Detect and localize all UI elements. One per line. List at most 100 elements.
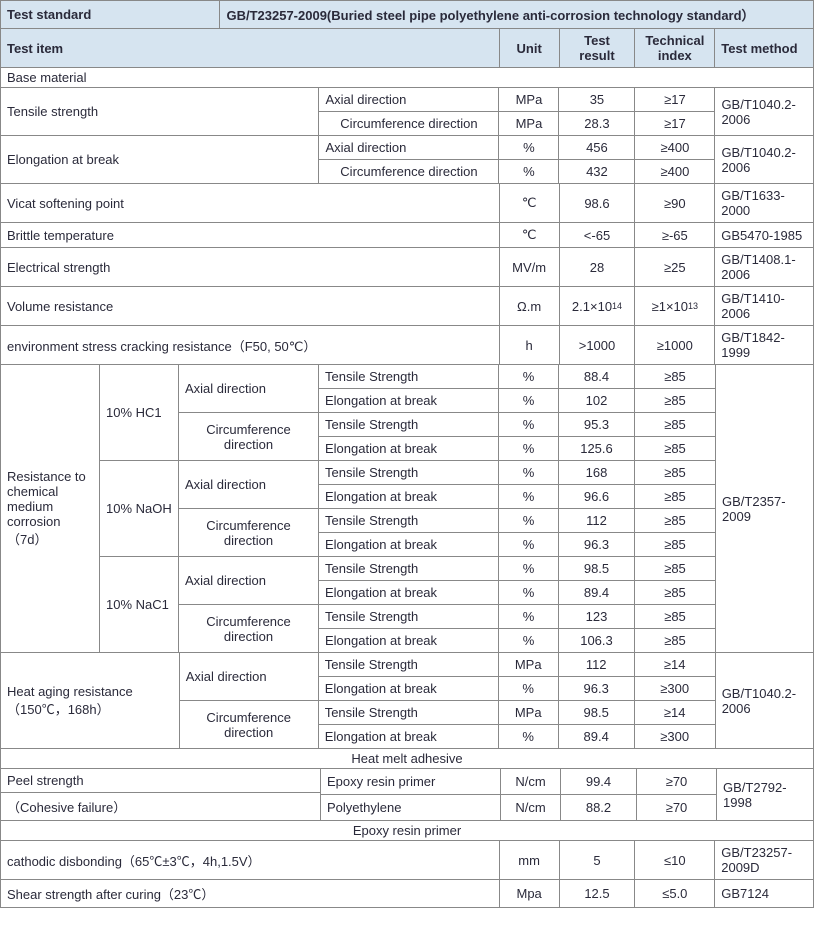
chem-2-circ: Circumference direction [179,605,319,652]
col-test-result: Test result [560,29,636,67]
col-unit: Unit [500,29,560,67]
heat-1-u: % [499,677,559,700]
chem-2-2-u: % [499,605,559,628]
vol-label: Volume resistance [1,287,500,325]
chem-0-0-prop: Tensile Strength [319,365,499,388]
ts-ci-idx: ≥17 [635,112,714,135]
peel-label: Peel strength [1,769,320,792]
el-axial: Axial direction [319,136,498,159]
chem-1-0-u: % [499,461,559,484]
ts-ci-unit: MPa [499,112,558,135]
elec-idx: ≥25 [635,248,715,286]
heat-label: Heat aging resistance（150℃，168h） [1,653,180,748]
vicat-unit: ℃ [500,184,560,222]
chem-0-1-u: % [499,389,559,412]
chem-1-1-u: % [499,485,559,508]
heat-3-i: ≥300 [635,725,715,748]
peel-r1: 88.2 [561,795,636,820]
heat-3-prop: Elongation at break [319,725,499,748]
el-circ: Circumference direction [319,160,498,183]
peel-mat-0: Epoxy resin primer [321,769,500,794]
heat-2-u: MPa [499,701,559,724]
chem-1-axial: Axial direction [179,461,319,508]
chem-1-0-r: 168 [559,461,635,484]
chem-1-3-u: % [499,533,559,556]
el-ci-res: 432 [559,160,634,183]
col-test-method: Test method [715,29,813,67]
ts-ax-res: 35 [559,88,634,111]
heat-2-prop: Tensile Strength [319,701,499,724]
chem-media-1: 10% NaOH [100,461,179,556]
chem-2-0-u: % [499,557,559,580]
heat-rows-container: Axial direction Tensile Strength MPa 112… [180,653,716,748]
chem-0-1-r: 102 [559,389,635,412]
ts-method: GB/T1040.2-2006 [715,88,813,135]
chem-0-0-u: % [499,365,559,388]
chem-2-2-i: ≥85 [635,605,715,628]
vicat-label: Vicat softening point [1,184,500,222]
brittle-method: GB5470-1985 [715,223,813,247]
cath-method: GB/T23257-2009D [715,841,813,879]
vol-unit: Ω.m [500,287,560,325]
chem-1-2-r: 112 [559,509,635,532]
chem-2-2-prop: Tensile Strength [319,605,499,628]
chem-0-3-prop: Elongation at break [319,437,499,460]
shear-idx: ≤5.0 [635,880,715,907]
ts-axial: Axial direction [319,88,498,111]
brittle-res: <-65 [560,223,636,247]
spec-table: Test standard GB/T23257-2009(Buried stee… [0,0,814,908]
chem-1-0-prop: Tensile Strength [319,461,499,484]
chem-1-3-prop: Elongation at break [319,533,499,556]
cath-idx: ≤10 [635,841,715,879]
chem-2-0-i: ≥85 [635,557,715,580]
vol-res: 2.1×1014 [560,287,636,325]
chem-0-2-i: ≥85 [635,413,715,436]
cath-unit: mm [500,841,560,879]
heat-0-r: 112 [559,653,635,676]
chem-2-3-prop: Elongation at break [319,629,499,652]
chem-1-0-i: ≥85 [635,461,715,484]
chem-1-circ: Circumference direction [179,509,319,556]
chem-0-3-u: % [499,437,559,460]
chem-1-1-i: ≥85 [635,485,715,508]
elec-label: Electrical strength [1,248,500,286]
chem-1-1-prop: Elongation at break [319,485,499,508]
vol-idx: ≥1×1013 [635,287,715,325]
heat-0-prop: Tensile Strength [319,653,499,676]
chem-label: Resistance to chemical medium corrosion（… [1,365,100,652]
section-base-material: Base material [1,68,813,87]
chem-2-2-r: 123 [559,605,635,628]
peel-r0: 99.4 [561,769,636,794]
heat-1-r: 96.3 [559,677,635,700]
chem-2-1-prop: Elongation at break [319,581,499,604]
chem-0-2-r: 95.3 [559,413,635,436]
shear-label: Shear strength after curing（23℃） [1,880,500,907]
elec-unit: MV/m [500,248,560,286]
elong-label: Elongation at break [1,136,319,183]
chem-0-3-r: 125.6 [559,437,635,460]
chem-1-3-r: 96.3 [559,533,635,556]
chem-0-3-i: ≥85 [635,437,715,460]
chem-2-1-i: ≥85 [635,581,715,604]
chem-method: GB/T2357-2009 [716,365,813,652]
test-standard-label: Test standard [1,1,220,28]
chem-2-3-i: ≥85 [635,629,715,652]
chem-2-1-u: % [499,581,559,604]
chem-0-1-prop: Elongation at break [319,389,499,412]
test-standard-value: GB/T23257-2009(Buried steel pipe polyeth… [220,1,813,28]
el-ax-res: 456 [559,136,634,159]
cath-label: cathodic disbonding（65℃±3℃，4h,1.5V） [1,841,500,879]
env-unit: h [500,326,560,364]
env-method: GB/T1842-1999 [715,326,813,364]
peel-i0: ≥70 [637,769,716,794]
env-res: >1000 [560,326,636,364]
chem-2-3-r: 106.3 [559,629,635,652]
vicat-idx: ≥90 [635,184,715,222]
chem-1-2-prop: Tensile Strength [319,509,499,532]
elec-method: GB/T1408.1-2006 [715,248,813,286]
brittle-label: Brittle temperature [1,223,500,247]
heat-0-u: MPa [499,653,559,676]
brittle-idx: ≥-65 [635,223,715,247]
heat-method: GB/T1040.2-2006 [716,653,813,748]
ts-ci-res: 28.3 [559,112,634,135]
